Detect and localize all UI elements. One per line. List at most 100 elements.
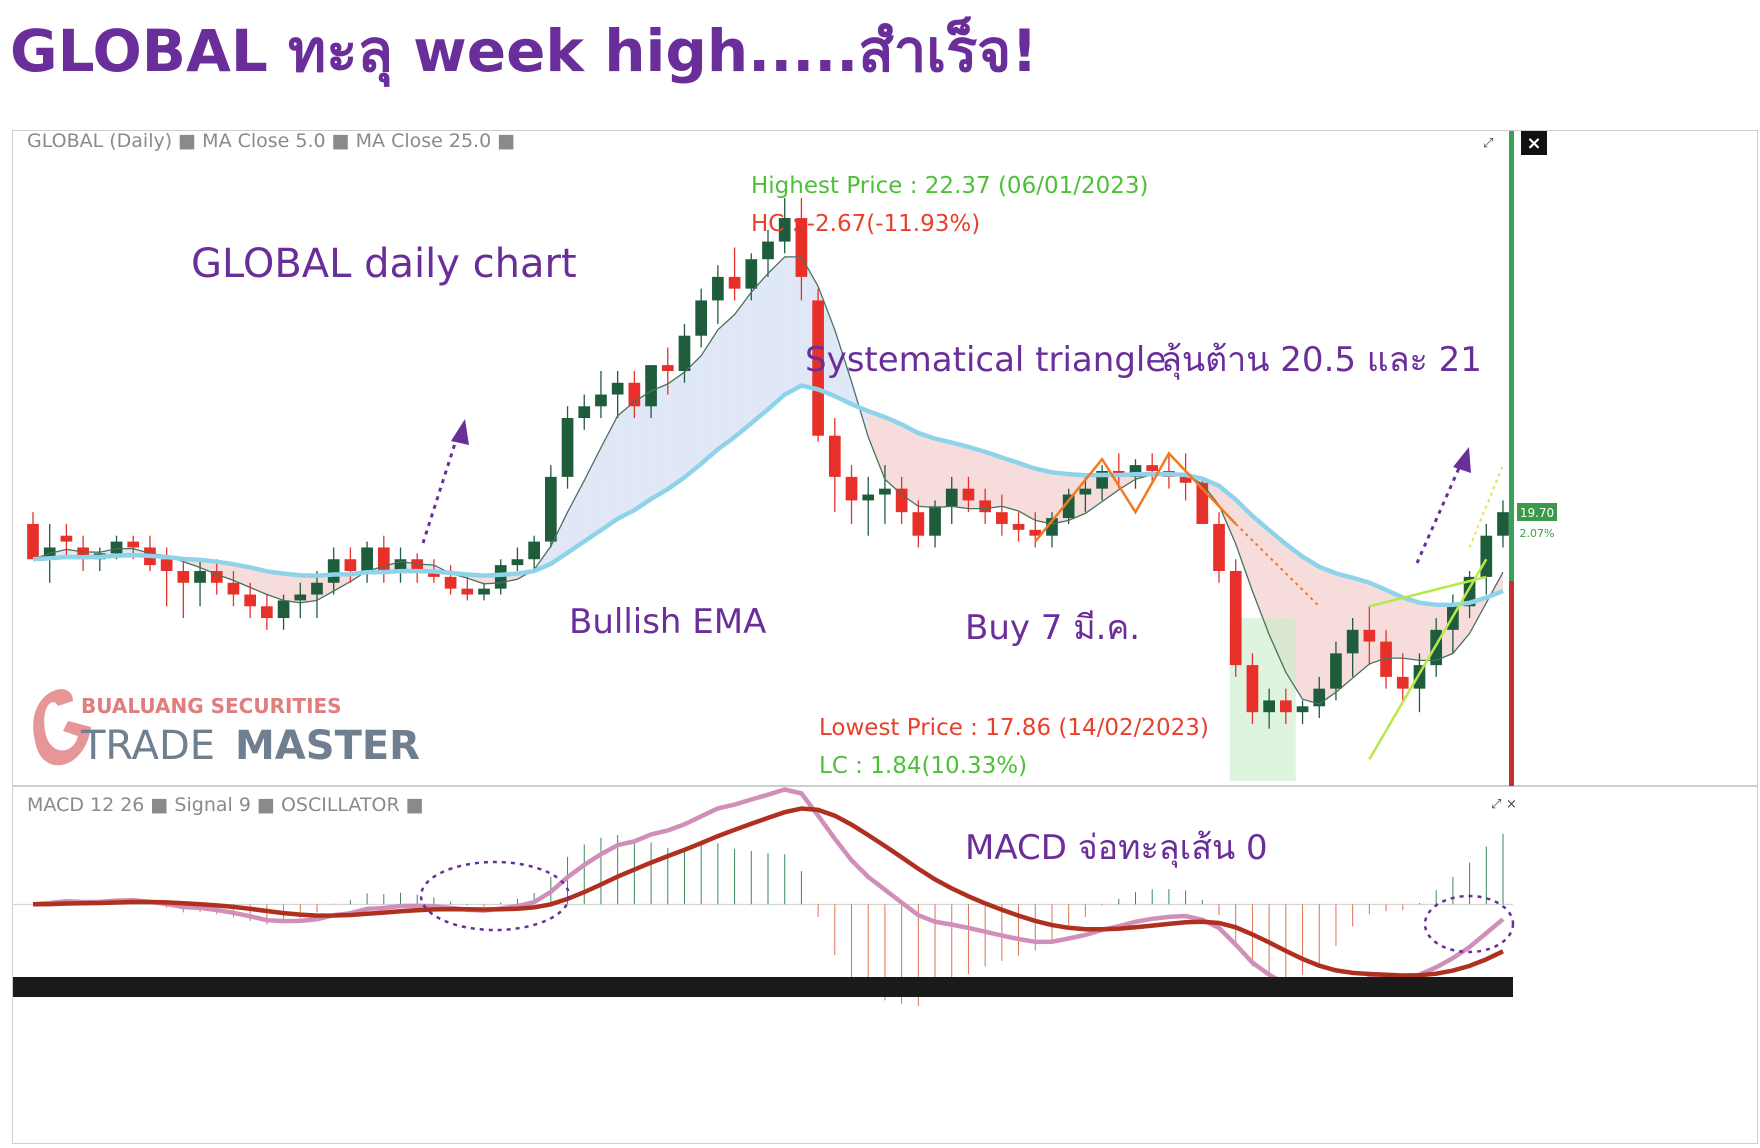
candle-body — [745, 259, 758, 289]
candle-body — [1480, 535, 1493, 577]
candle-body — [778, 218, 791, 242]
ma-fill — [1386, 589, 1403, 659]
ma-fill — [200, 559, 217, 575]
candle-body — [544, 476, 557, 542]
candle-body — [1413, 665, 1426, 689]
candle-body — [929, 506, 941, 536]
candle-body — [227, 582, 240, 595]
ma-fill — [1402, 597, 1420, 661]
candle-body — [1096, 471, 1108, 489]
triangle-pattern — [1034, 451, 1237, 543]
trendline — [1368, 558, 1488, 760]
annotation-hc: HC : -2.67(-11.93%) — [751, 211, 980, 237]
candle-body — [661, 365, 674, 371]
price-tag — [1517, 503, 1557, 521]
macd-cross-ellipse — [419, 860, 571, 932]
candle-body — [344, 559, 357, 571]
price-legend: GLOBAL (Daily) ■ MA Close 5.0 ■ MA Close… — [27, 131, 515, 152]
candle-body — [361, 547, 373, 571]
candle-body — [1046, 518, 1058, 536]
candle-body — [77, 547, 89, 560]
candle-body — [1380, 641, 1392, 677]
candle-body — [996, 512, 1008, 524]
macd-line — [32, 787, 1505, 996]
candle-body — [377, 547, 390, 571]
ema25-line — [32, 383, 1504, 608]
candle-body — [561, 418, 574, 477]
candle-body — [812, 300, 824, 436]
triangle-breakout — [1235, 523, 1320, 608]
ma-fill — [985, 451, 1002, 509]
signal-line — [32, 806, 1504, 978]
ma-fill — [1001, 457, 1019, 511]
candle-body — [1263, 700, 1275, 713]
candle-body — [1430, 629, 1443, 666]
candle-body — [795, 218, 808, 277]
candle-body — [511, 559, 524, 566]
ma-fill — [918, 432, 936, 508]
ma-fill — [1302, 556, 1320, 704]
candle-body — [1497, 512, 1509, 536]
x-axis-bar — [13, 977, 1513, 997]
candle-body — [210, 571, 223, 583]
candle-body — [327, 559, 340, 583]
ma-fill — [768, 256, 785, 410]
annotation-daily-chart: GLOBAL daily chart — [191, 241, 577, 287]
candle-body — [1463, 576, 1476, 607]
candle-body — [1213, 523, 1225, 571]
annotation-lc: LC : 1.84(10.33%) — [819, 753, 1027, 779]
ma-fill — [884, 417, 902, 495]
ma-fill — [250, 567, 267, 595]
candle-body — [60, 535, 73, 542]
candle-body — [478, 588, 490, 595]
ma-fill — [600, 415, 618, 531]
annotation-resistance: ลุ้นต้าน 20.5 และ 21 — [1161, 340, 1482, 380]
close-icon[interactable]: × — [1521, 131, 1547, 155]
candle-body — [628, 382, 641, 407]
ma-fill — [784, 256, 802, 395]
candle-body — [277, 600, 290, 619]
macd-legend: MACD 12 26 ■ Signal 9 ■ OSCILLATOR ■ — [27, 794, 424, 816]
ma-fill — [634, 391, 652, 511]
candle-body — [712, 276, 724, 301]
candle-body — [1296, 706, 1309, 713]
candle-body — [1012, 523, 1025, 530]
candle-body — [1330, 653, 1342, 689]
candle-body — [879, 488, 891, 495]
arrow-up-icon — [421, 419, 469, 544]
candle-body — [678, 335, 691, 371]
candle-body — [394, 559, 407, 571]
candle-body — [1129, 465, 1142, 477]
trendline — [1369, 575, 1487, 608]
trendline — [1468, 464, 1504, 548]
macd-expand-icon[interactable]: ⤢ — [1491, 797, 1501, 812]
candle-body — [1196, 482, 1209, 524]
ma-fill — [1018, 463, 1036, 521]
ma-fill — [1118, 474, 1136, 490]
candle-body — [828, 435, 841, 477]
ma-fill — [584, 447, 601, 542]
candle-body — [428, 571, 440, 577]
candle-body — [895, 488, 908, 513]
ma-fill — [1235, 499, 1253, 591]
arrow-up-icon — [1415, 447, 1471, 564]
candle-body — [862, 494, 875, 501]
candle-body — [160, 559, 173, 571]
annotation-bullish-ema: Bullish EMA — [569, 602, 766, 642]
logo-line2a: TRADE — [80, 723, 215, 769]
ma-fill — [1035, 468, 1052, 524]
candle-body — [845, 476, 858, 501]
chart-canvas[interactable]: 1/20221421281261319262023916233026132027… — [13, 130, 1757, 1143]
candle-body — [110, 541, 123, 554]
candle-body — [1279, 700, 1292, 713]
expand-icon[interactable]: ⤢ — [1483, 136, 1493, 151]
macd-cross-ellipse — [1423, 894, 1515, 954]
macd-close-icon[interactable]: × — [1506, 797, 1517, 812]
annotation-macd-note: MACD จ่อทะลุเส้น 0 — [965, 828, 1268, 868]
ma-fill — [751, 273, 768, 424]
annotation-buy: Buy 7 มี.ค. — [965, 608, 1140, 648]
volume-bar — [1509, 581, 1514, 786]
logo-line1: BUALUANG SECURITIES — [81, 694, 342, 718]
tradermaster-logo: BUALUANG SECURITIES TRADE — [33, 689, 342, 769]
ma-fill — [1352, 577, 1370, 679]
